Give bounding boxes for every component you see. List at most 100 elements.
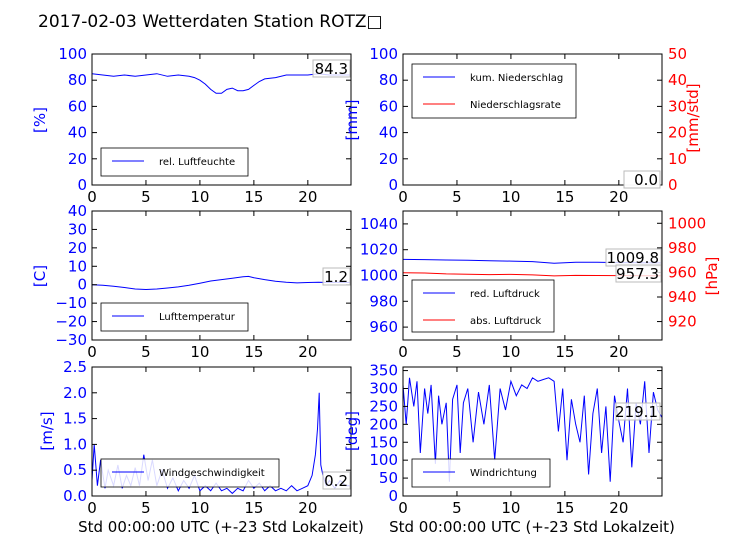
legend-label: kum. Niederschlag: [470, 73, 563, 84]
legend-box: [100, 458, 280, 488]
legend-label: red. Luftdruck: [470, 289, 540, 300]
x-tick-label: 20: [298, 499, 317, 517]
value-box: [615, 402, 661, 421]
y-tick-label: 0: [77, 276, 87, 294]
y-tick-label: 1000: [360, 267, 398, 285]
value-box: [623, 170, 661, 189]
current-value-label: 0.0: [634, 171, 658, 189]
y2-tick-label: 40: [668, 71, 687, 89]
x-axis-label: Std 00:00:00 UTC (+-23 Std Lokalzeit): [389, 518, 675, 536]
y-tick-label: 10: [68, 257, 87, 275]
value-box: [615, 264, 662, 283]
x-tick-label: 5: [452, 499, 462, 517]
y-tick-label: 0: [77, 176, 87, 194]
x-tick-label: 0: [87, 188, 97, 206]
y2-tick-label: 0: [668, 176, 678, 194]
x-tick-label: 20: [609, 499, 628, 517]
x-tick-label: 0: [398, 343, 408, 361]
current-value-label: 957.3: [616, 265, 659, 283]
y-tick-label: 20: [68, 239, 87, 257]
y2-tick-label: 960: [668, 263, 697, 281]
y2-axis-label: [mm/std]: [684, 83, 702, 152]
axes-frame: [91, 366, 352, 497]
axes-frame: [402, 53, 663, 186]
y-tick-label: 0.5: [63, 461, 87, 479]
series-line-0: [92, 73, 351, 94]
x-tick-label: 10: [501, 499, 520, 517]
x-axis-label: Std 00:00:00 UTC (+-23 Std Lokalzeit): [78, 518, 364, 536]
y-tick-label: 300: [369, 380, 398, 398]
y-tick-label: 100: [369, 451, 398, 469]
x-tick-label: 5: [141, 499, 151, 517]
y-tick-label: 100: [369, 45, 398, 63]
current-value-label: 1009.8: [607, 249, 660, 267]
y2-tick-label: 920: [668, 313, 697, 331]
y-tick-label: 150: [369, 433, 398, 451]
chart-pressure: 0 5 10 15 20 960 980 1000 1020 1040 920 940 960 980 10…: [360, 210, 721, 361]
y2-tick-label: 980: [668, 239, 697, 257]
y-tick-label: 0: [388, 487, 398, 505]
legend-label: abs. Luftdruck: [470, 316, 541, 327]
legend-label: rel. Luftfeuchte: [159, 157, 235, 168]
x-tick-label: 20: [609, 343, 628, 361]
chart-wind-speed: 0 5 10 15 20 0.0 0.5 1.0 1.5 2.0 2.5 [m/s] Std 00:00…: [38, 358, 364, 536]
y-tick-label: 1.0: [63, 435, 87, 453]
x-tick-label: 0: [87, 343, 97, 361]
y-tick-label: 1.5: [63, 410, 87, 428]
x-tick-label: 15: [555, 499, 574, 517]
y2-tick-label: 50: [668, 45, 687, 63]
y-tick-label: 200: [369, 415, 398, 433]
y2-tick-label: 10: [668, 150, 687, 168]
x-tick-label: 15: [244, 499, 263, 517]
x-tick-label: 10: [190, 188, 209, 206]
y-tick-label: −10: [55, 294, 87, 312]
y-tick-label: 40: [68, 124, 87, 142]
chart-humidity: 0 5 10 15 20 0 20 40 60 80 100 [%] 84.3 rel. Luftfeuc…: [31, 45, 352, 206]
x-tick-label: 20: [609, 188, 628, 206]
x-tick-label: 0: [398, 188, 408, 206]
y-tick-label: −20: [55, 313, 87, 331]
legend-box: [100, 147, 249, 177]
y-tick-label: 20: [68, 150, 87, 168]
x-tick-label: 10: [190, 343, 209, 361]
value-box: [322, 471, 351, 490]
series-line-0: [92, 275, 351, 291]
y-tick-label: 60: [379, 97, 398, 115]
legend-box: [100, 302, 249, 332]
x-tick-label: 15: [555, 188, 574, 206]
legend-label: Niederschlagsrate: [470, 100, 561, 111]
current-value-label: 219.1: [615, 403, 658, 421]
y-tick-label: 100: [58, 45, 87, 63]
axes-frame: [91, 53, 352, 186]
y2-tick-label: 20: [668, 124, 687, 142]
current-value-label: 84.3: [315, 60, 348, 78]
x-tick-label: 5: [141, 188, 151, 206]
y-tick-label: 80: [68, 71, 87, 89]
current-value-label: 1.2: [324, 268, 348, 286]
x-tick-label: 10: [501, 188, 520, 206]
y-tick-label: 50: [379, 469, 398, 487]
x-tick-label: 5: [452, 343, 462, 361]
y-axis-label: [m/s]: [38, 411, 56, 450]
x-tick-label: 10: [501, 343, 520, 361]
figure-title: 2017-02-03 Wetterdaten Station ROTZ□: [38, 12, 383, 32]
y-axis-label: [deg]: [343, 411, 361, 451]
y2-tick-label: 30: [668, 97, 687, 115]
y-tick-label: 0: [388, 176, 398, 194]
x-tick-label: 5: [141, 343, 151, 361]
legend-box: [411, 458, 551, 488]
legend-box: [411, 63, 577, 119]
y-tick-label: 30: [68, 220, 87, 238]
x-tick-label: 10: [190, 499, 209, 517]
current-value-label: 0.2: [324, 472, 348, 490]
y-axis-label: [%]: [31, 107, 49, 133]
y-tick-label: 60: [68, 97, 87, 115]
axes-frame: [402, 366, 663, 497]
y-tick-label: −30: [55, 331, 87, 349]
y-tick-label: 80: [379, 71, 398, 89]
x-tick-label: 0: [87, 499, 97, 517]
value-box: [312, 59, 351, 78]
